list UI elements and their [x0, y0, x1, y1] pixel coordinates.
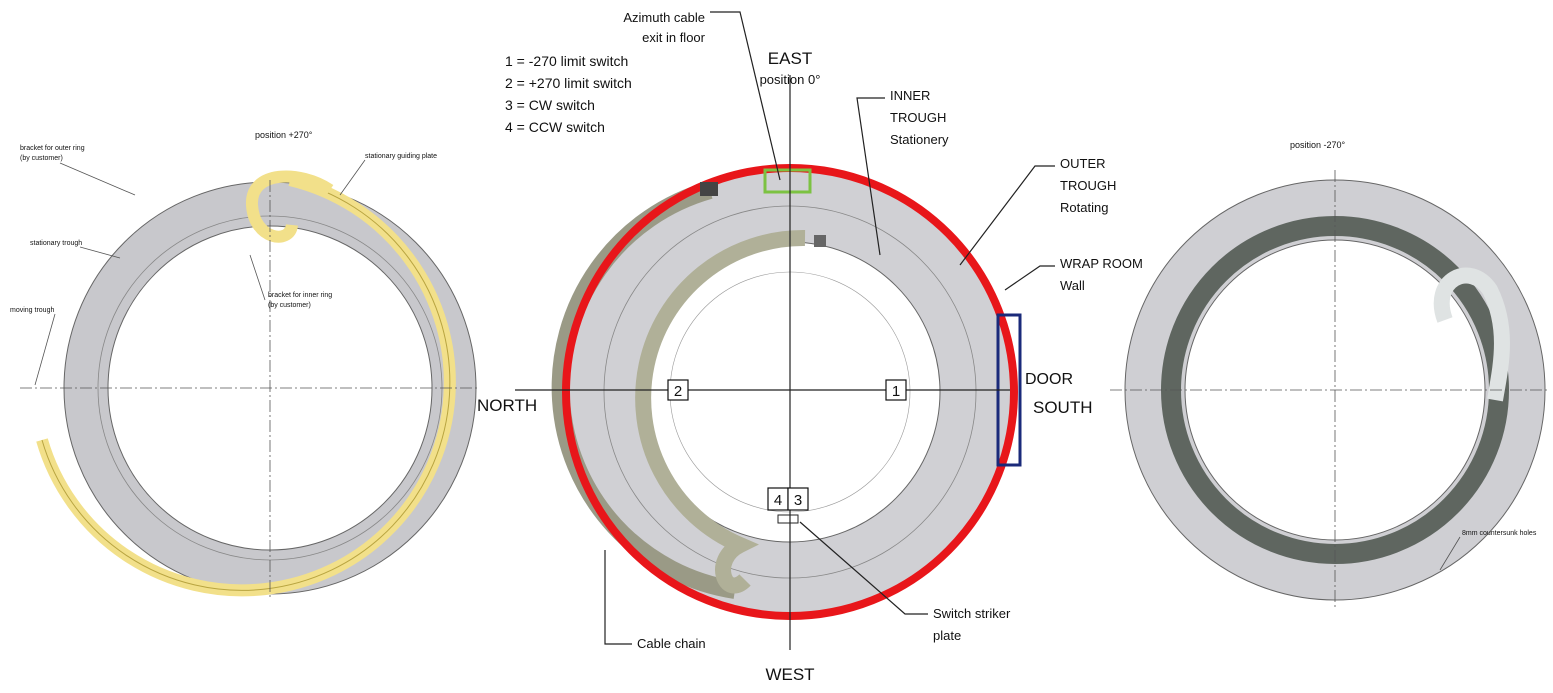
legend-line: 3 = CW switch [505, 97, 595, 113]
label: Switch striker [933, 606, 1011, 621]
label: Stationery [890, 132, 949, 147]
compass: WEST [765, 665, 814, 684]
compass: SOUTH [1033, 398, 1093, 417]
label: exit in floor [642, 30, 706, 45]
legend-line: 2 = +270 limit switch [505, 75, 632, 91]
label: Rotating [1060, 200, 1108, 215]
label: position +270° [255, 130, 313, 140]
label: (by customer) [20, 155, 63, 162]
switch-label: 2 [674, 383, 682, 400]
label: Cable chain [637, 636, 706, 651]
center-ring [515, 75, 1022, 650]
label: 8mm countersunk holes [1462, 530, 1537, 537]
label: stationary trough [30, 240, 82, 247]
label: stationary guiding plate [365, 153, 437, 160]
compass: NORTH [477, 396, 537, 415]
left-ring [20, 170, 480, 600]
switch-label: 4 [774, 492, 782, 509]
label: bracket for inner ring [268, 292, 332, 299]
label: Wall [1060, 278, 1085, 293]
label: (by customer) [268, 302, 311, 309]
compass: EAST [768, 49, 812, 68]
label: INNER [890, 88, 930, 103]
label: position 0° [760, 72, 821, 87]
label: plate [933, 628, 961, 643]
right-ring [1110, 170, 1550, 610]
label: TROUGH [890, 110, 946, 125]
label: TROUGH [1060, 178, 1116, 193]
label: DOOR [1025, 371, 1073, 388]
legend-line: 4 = CCW switch [505, 119, 605, 135]
label: bracket for outer ring [20, 145, 85, 152]
switch-label: 1 [892, 383, 900, 400]
switch-boxes [667, 379, 907, 511]
legend-line: 1 = -270 limit switch [505, 53, 628, 69]
label: OUTER [1060, 156, 1106, 171]
label: WRAP ROOM [1060, 256, 1143, 271]
label: Azimuth cable [623, 10, 705, 25]
label: position -270° [1290, 140, 1346, 150]
label: moving trough [10, 307, 54, 314]
switch-label: 3 [794, 492, 802, 509]
